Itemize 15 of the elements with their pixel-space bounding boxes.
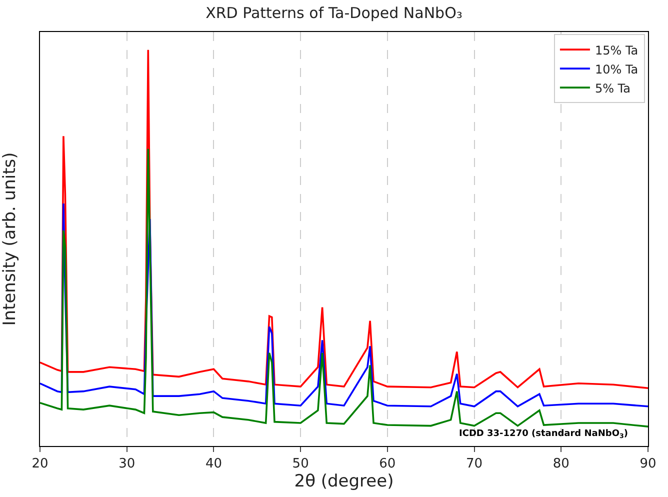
x-tick-label: 70 bbox=[466, 456, 483, 472]
x-axis-title: 2θ (degree) bbox=[294, 472, 394, 492]
legend-label: 5% Ta bbox=[594, 81, 631, 96]
legend-label: 15% Ta bbox=[594, 43, 638, 58]
legend-label: 10% Ta bbox=[594, 62, 638, 76]
x-tick-label: 90 bbox=[640, 456, 656, 472]
x-tick-label: 50 bbox=[292, 456, 309, 472]
chart-title: XRD Patterns of Ta-Doped NaNbO₃ bbox=[206, 4, 462, 22]
annotation: ICDD 33-1270 (standard NaNbO$_{3}$) bbox=[459, 429, 628, 440]
x-tick-label: 60 bbox=[379, 456, 396, 472]
y-axis-title: Intensity (arb. units) bbox=[0, 152, 20, 326]
x-tick-label: 20 bbox=[32, 456, 48, 472]
x-tick-label: 80 bbox=[552, 456, 570, 472]
x-tick-label: 40 bbox=[205, 456, 222, 472]
x-tick-label: 30 bbox=[118, 456, 136, 472]
